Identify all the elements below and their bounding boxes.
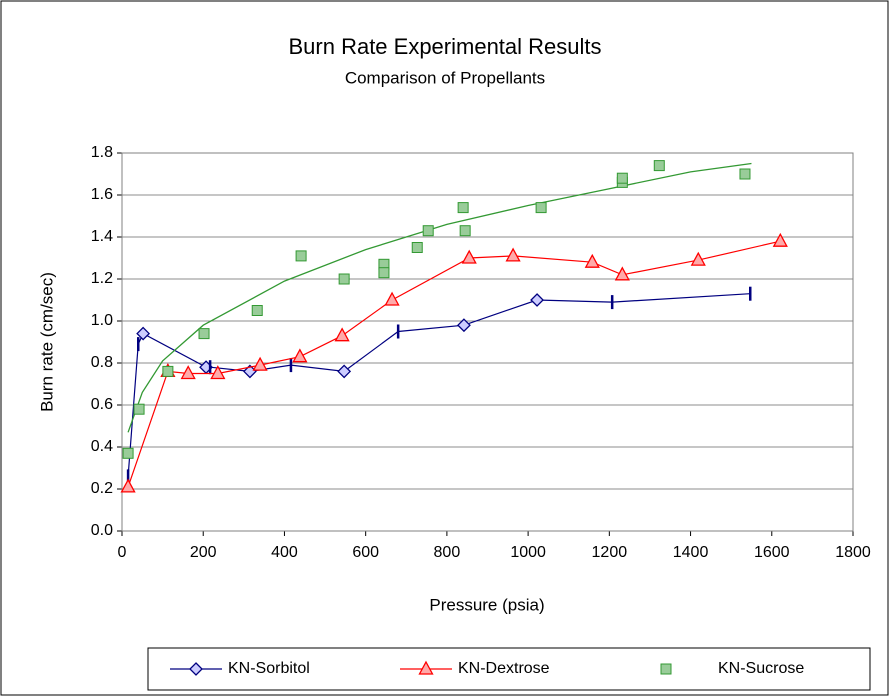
triangle-marker: [120, 478, 136, 493]
x-axis-label: Pressure (psia): [429, 595, 544, 614]
triangle-marker: [180, 365, 196, 380]
y-tick-label: 0.2: [91, 480, 113, 497]
y-tick-label: 1.8: [91, 144, 113, 161]
y-tick-label: 1.4: [91, 228, 113, 245]
triangle-marker: [210, 365, 226, 380]
triangle-marker: [690, 251, 706, 266]
triangle-marker: [772, 232, 788, 247]
y-tick-label: 0.0: [91, 522, 113, 539]
trend-line: [127, 162, 752, 433]
x-tick-label: 1000: [510, 544, 546, 561]
square-marker: [411, 242, 423, 253]
x-tick-label: 1800: [835, 544, 871, 561]
square-marker: [295, 250, 307, 262]
y-axis-label: Burn rate (cm/sec): [37, 272, 56, 412]
diamond-marker: [189, 662, 203, 676]
y-tick-label: 0.8: [91, 354, 113, 371]
triangle-marker: [252, 356, 268, 371]
triangle-marker: [292, 348, 308, 363]
triangle-marker: [384, 291, 400, 306]
series-line: [127, 240, 781, 488]
square-marker: [251, 305, 263, 316]
legend-box: [147, 647, 871, 691]
legend-label: KN-Sucrose: [718, 660, 804, 677]
chart-subtitle: Comparison of Propellants: [345, 68, 545, 87]
triangle-marker: [614, 266, 630, 281]
chart-title: Burn Rate Experimental Results: [288, 34, 601, 59]
triangle-marker: [461, 249, 477, 264]
x-tick-label: 200: [190, 544, 217, 561]
square-marker: [422, 225, 434, 237]
x-tick-label: 1400: [673, 544, 709, 561]
diamond-marker: [530, 293, 544, 307]
square-marker: [653, 160, 665, 172]
square-marker: [133, 403, 145, 415]
triangle-marker: [505, 247, 521, 262]
x-tick-label: 1600: [754, 544, 790, 561]
triangle-marker: [334, 327, 350, 342]
square-marker: [660, 663, 672, 675]
x-tick-label: 1200: [592, 544, 628, 561]
square-marker: [457, 202, 469, 214]
square-marker: [459, 225, 471, 237]
x-tick-label: 600: [352, 544, 379, 561]
plot-area: [121, 152, 854, 532]
square-marker: [122, 447, 134, 459]
legend-label: KN-Sorbitol: [228, 660, 310, 677]
square-marker: [338, 273, 350, 285]
y-tick-label: 0.6: [91, 396, 113, 413]
square-marker: [162, 365, 174, 377]
triangle-marker: [418, 660, 434, 675]
diamond-marker: [457, 318, 471, 333]
y-tick-label: 1.0: [91, 312, 113, 329]
square-marker: [198, 328, 210, 340]
y-tick-label: 0.4: [91, 438, 113, 455]
x-tick-label: 400: [271, 544, 298, 561]
square-marker: [378, 267, 390, 279]
diamond-marker: [337, 364, 352, 379]
square-marker: [739, 168, 751, 180]
diamond-marker: [136, 326, 151, 341]
square-marker: [535, 202, 547, 214]
x-tick-label: 800: [434, 544, 461, 561]
square-marker: [616, 172, 628, 184]
legend-label: KN-Dextrose: [458, 660, 550, 677]
y-tick-label: 1.6: [91, 186, 113, 203]
y-tick-label: 1.2: [91, 270, 113, 287]
triangle-marker: [584, 253, 600, 268]
x-tick-label: 0: [118, 544, 127, 561]
